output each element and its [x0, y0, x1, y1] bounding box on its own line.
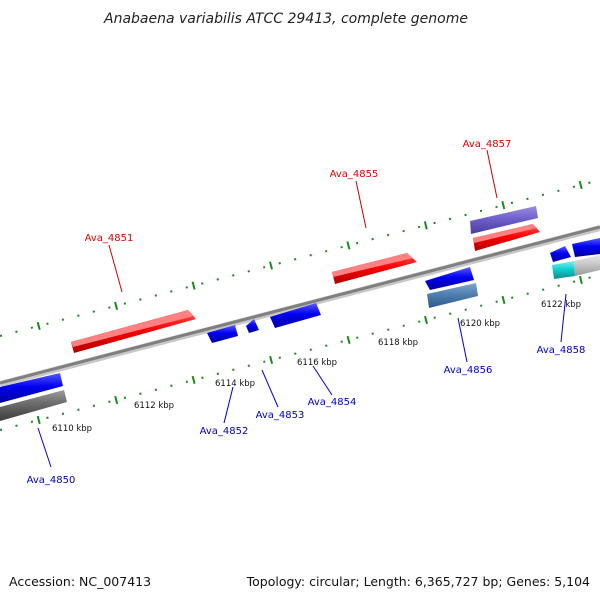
major-tick — [114, 395, 119, 405]
major-ticks — [36, 180, 583, 425]
gene-label-ava-4854[interactable]: Ava_4854 — [308, 397, 357, 408]
label-leaders — [37, 149, 567, 468]
major-tick — [424, 315, 428, 325]
tick-labels: 6110 kbp 6112 kbp 6114 kbp 6116 kbp 6118… — [52, 300, 581, 434]
reverse-genes — [0, 238, 600, 421]
major-tick — [36, 321, 41, 331]
gene-ava-4852[interactable] — [207, 325, 238, 343]
forward-genes — [71, 206, 540, 353]
gene-label-ava-4858[interactable]: Ava_4858 — [537, 345, 586, 356]
tick-track-inner — [0, 274, 600, 431]
tick-label-6120: 6120 kbp — [460, 319, 500, 329]
major-tick — [346, 241, 351, 250]
gene-label-ava-4852[interactable]: Ava_4852 — [200, 426, 249, 437]
major-tick — [501, 201, 506, 210]
gene-label-ava-4850[interactable]: Ava_4850 — [27, 475, 76, 486]
major-tick — [269, 355, 274, 365]
major-tick — [191, 281, 196, 290]
gene-ava-4850-feature[interactable] — [0, 390, 67, 421]
gene-label-ava-4855[interactable]: Ava_4855 — [330, 169, 379, 180]
major-tick — [423, 221, 428, 230]
gene-label-ava-4857[interactable]: Ava_4857 — [463, 139, 512, 150]
genome-backbone — [0, 225, 600, 385]
major-tick — [191, 375, 196, 385]
gene-ava-4857-feature[interactable] — [470, 206, 538, 234]
tick-label-6110: 6110 kbp — [52, 424, 92, 434]
gene-label-ava-4851[interactable]: Ava_4851 — [85, 233, 134, 244]
accession-text: Accession: NC_007413 — [9, 574, 151, 589]
gene-ava-4858[interactable] — [550, 246, 571, 262]
gene-ava-4854[interactable] — [270, 303, 321, 328]
tick-label-6122: 6122 kbp — [541, 300, 581, 310]
major-tick — [114, 301, 119, 310]
gene-ava-4856[interactable] — [425, 267, 474, 290]
major-tick — [578, 180, 583, 190]
gene-ava-4858-feature[interactable] — [552, 261, 575, 279]
gene-labels: Ava_4850 Ava_4851 Ava_4852 Ava_4853 Ava_… — [27, 139, 586, 486]
major-tick — [346, 335, 351, 345]
major-tick — [578, 275, 583, 285]
tick-label-6116: 6116 kbp — [297, 358, 337, 368]
tick-label-6118: 6118 kbp — [378, 338, 418, 348]
tick-label-6114: 6114 kbp — [215, 379, 255, 389]
gene-ava-4850[interactable] — [0, 373, 63, 403]
major-tick — [269, 261, 273, 270]
map-title: Anabaena variabilis ATCC 29413, complete… — [103, 11, 468, 27]
gene-ava-4853[interactable] — [246, 319, 259, 333]
tick-label-6112: 6112 kbp — [134, 401, 174, 411]
gene-label-ava-4853[interactable]: Ava_4853 — [256, 410, 305, 421]
topology-summary: Topology: circular; Length: 6,365,727 bp… — [246, 574, 590, 589]
gene-ava-4856-feature[interactable] — [427, 283, 478, 308]
major-tick — [501, 295, 506, 305]
major-tick — [36, 415, 41, 425]
gene-label-ava-4856[interactable]: Ava_4856 — [444, 365, 493, 376]
